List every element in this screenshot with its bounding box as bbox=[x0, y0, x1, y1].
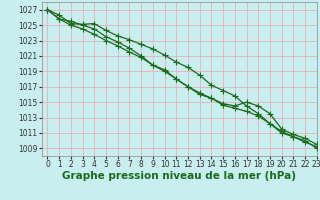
X-axis label: Graphe pression niveau de la mer (hPa): Graphe pression niveau de la mer (hPa) bbox=[62, 171, 296, 181]
